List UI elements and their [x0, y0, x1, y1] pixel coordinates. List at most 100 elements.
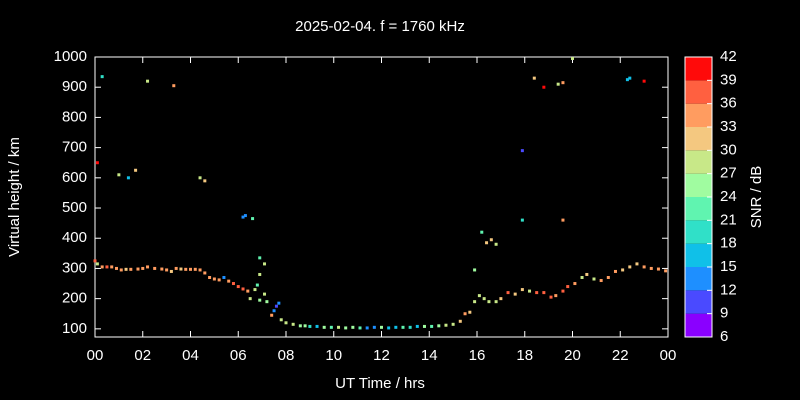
point: [270, 313, 274, 317]
point: [165, 268, 169, 272]
x-tick-label: 08: [278, 347, 295, 364]
point: [236, 285, 240, 289]
colorbar-tick-label: 21: [720, 211, 737, 228]
point: [494, 242, 498, 246]
point: [487, 300, 491, 304]
point: [277, 301, 281, 305]
point: [401, 325, 405, 329]
point: [198, 268, 202, 272]
point: [258, 256, 262, 260]
point: [561, 218, 565, 222]
point: [100, 265, 104, 269]
point: [621, 268, 625, 272]
point: [606, 275, 610, 279]
colorbar-tick-label: 24: [720, 188, 737, 205]
y-tick-label: 600: [62, 169, 87, 186]
point: [549, 295, 553, 299]
point: [198, 176, 202, 180]
point: [625, 78, 629, 82]
colorbar-tick-label: 33: [720, 118, 737, 135]
point: [437, 324, 441, 328]
colorbar-swatch: [685, 313, 712, 337]
point: [520, 149, 524, 153]
point: [444, 323, 448, 327]
y-tick-label: 100: [62, 320, 87, 337]
point: [243, 214, 247, 218]
point: [315, 324, 319, 328]
point: [284, 321, 288, 325]
colorbar-swatch: [685, 243, 712, 267]
point: [649, 266, 653, 270]
point: [542, 291, 546, 295]
colorbar-tick-label: 39: [720, 71, 737, 88]
colorbar-swatch: [685, 290, 712, 314]
point: [100, 75, 104, 79]
y-tick-label: 300: [62, 259, 87, 276]
y-tick-label: 500: [62, 199, 87, 216]
point: [592, 277, 596, 281]
point: [124, 267, 128, 271]
point: [263, 292, 267, 296]
point: [169, 269, 173, 273]
colorbar-tick-label: 6: [720, 328, 728, 345]
point: [222, 275, 226, 279]
x-tick-label: 18: [516, 347, 533, 364]
point: [95, 161, 99, 165]
point: [473, 268, 477, 272]
y-tick-label: 800: [62, 108, 87, 125]
point: [468, 310, 472, 314]
point: [217, 278, 221, 282]
colorbar-swatch: [685, 103, 712, 127]
point: [241, 215, 245, 219]
point: [253, 288, 257, 292]
y-tick-label: 900: [62, 78, 87, 95]
point: [520, 218, 524, 222]
point: [246, 289, 250, 293]
point: [628, 265, 632, 269]
point: [351, 325, 355, 329]
chart-title: 2025-02-04. f = 1760 kHz: [295, 18, 465, 35]
x-tick-label: 16: [469, 347, 486, 364]
point: [274, 304, 278, 308]
point: [265, 300, 269, 304]
point: [160, 267, 164, 271]
point: [372, 325, 376, 329]
point: [656, 267, 660, 271]
colorbar-tick-label: 30: [720, 141, 737, 158]
point: [212, 277, 216, 281]
point: [174, 266, 178, 270]
point: [387, 326, 391, 330]
point: [136, 267, 140, 271]
colorbar-tick-label: 15: [720, 258, 737, 275]
x-tick-label: 00: [660, 347, 677, 364]
point: [110, 265, 114, 269]
point: [146, 79, 150, 83]
point: [129, 267, 133, 271]
point: [415, 324, 419, 328]
colorbar-tick-label: 18: [720, 235, 737, 252]
x-tick-label: 10: [325, 347, 342, 364]
point: [573, 282, 577, 286]
point: [272, 309, 276, 313]
point: [561, 289, 565, 293]
point: [105, 265, 109, 269]
point: [184, 267, 188, 271]
point: [513, 292, 517, 296]
x-tick-label: 12: [373, 347, 390, 364]
colorbar-swatch: [685, 150, 712, 174]
point: [430, 324, 434, 328]
point: [556, 82, 560, 86]
point: [480, 230, 484, 234]
point: [566, 285, 570, 289]
point: [126, 176, 130, 180]
point: [520, 288, 524, 292]
point: [193, 267, 197, 271]
point: [599, 279, 603, 283]
point: [463, 312, 467, 316]
point: [358, 326, 362, 330]
point: [532, 76, 536, 80]
point: [291, 322, 295, 326]
x-tick-label: 06: [230, 347, 247, 364]
point: [554, 294, 558, 298]
